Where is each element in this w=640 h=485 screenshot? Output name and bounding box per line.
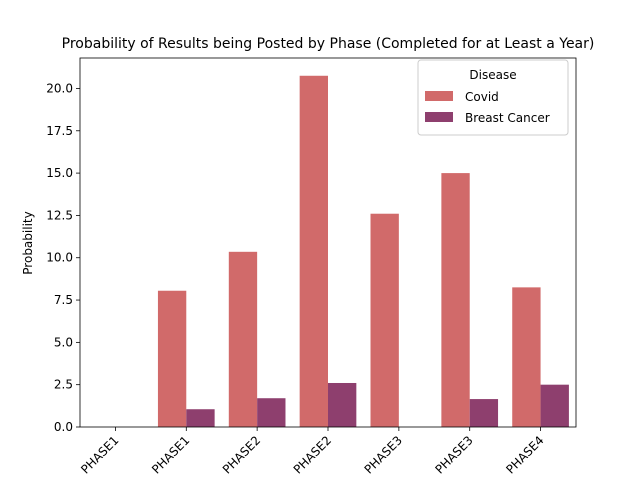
bar-breast-cancer-2 [186, 409, 215, 427]
x-axis: PHASE1 PHASE1 PHASE2 PHASE2 PHASE3 PHASE3 PHAS… [78, 427, 547, 477]
y-tick-label: 7.5 [54, 293, 73, 307]
y-tick-label: 5.0 [54, 335, 73, 349]
y-tick-label: 17.5 [46, 124, 73, 138]
chart-title: Probability of Results being Posted by P… [62, 36, 595, 52]
x-tick-label: PHASE2 [291, 433, 334, 476]
bar-breast-cancer-7 [540, 384, 569, 427]
y-tick-label: 15.0 [46, 166, 73, 180]
x-tick-label: PHASE3 [432, 433, 475, 476]
y-axis-label: Probability [21, 211, 35, 274]
x-tick-label: PHASE4 [503, 433, 546, 476]
x-tick-label: PHASE2 [220, 433, 263, 476]
bar-covid-6 [441, 173, 470, 427]
legend-box [417, 59, 569, 136]
plot-frame [79, 57, 577, 428]
legend-label-breast-cancer: Breast Cancer [465, 111, 550, 125]
bars-layer [157, 75, 569, 428]
bar-breast-cancer-4 [328, 382, 357, 427]
y-tick-label: 20.0 [46, 81, 73, 95]
x-tick-label: PHASE3 [362, 433, 405, 476]
legend-swatch-breast-cancer [425, 112, 453, 122]
bar-breast-cancer-3 [257, 398, 286, 427]
bar-covid-7 [512, 287, 541, 427]
bar-covid-5 [370, 213, 399, 427]
legend: Disease Covid Breast Cancer [417, 59, 569, 136]
y-tick-label: 2.5 [54, 378, 73, 392]
bar-covid-2 [157, 290, 187, 427]
legend-title: Disease [469, 68, 516, 82]
legend-label-covid: Covid [465, 90, 499, 104]
bar-covid-3 [228, 251, 258, 427]
bar-covid-4 [299, 75, 328, 428]
x-tick-label: PHASE1 [149, 433, 192, 476]
y-axis: 0.0 2.5 5.0 7.5 10.0 12.5 15.0 17.5 20.0 [46, 81, 80, 434]
x-tick-label: PHASE1 [78, 433, 121, 476]
y-tick-label: 12.5 [46, 208, 73, 222]
bar-breast-cancer-6 [469, 399, 499, 427]
y-tick-label: 0.0 [54, 420, 73, 434]
y-tick-label: 10.0 [46, 251, 73, 265]
legend-swatch-covid [425, 91, 453, 101]
